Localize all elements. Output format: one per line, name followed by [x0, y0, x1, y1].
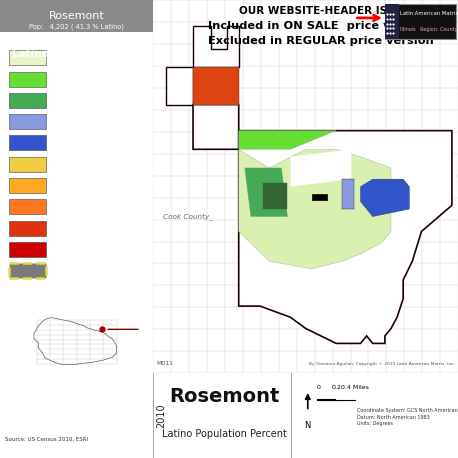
Text: Coordinate System: GCS North American 1983
Datum: North American 1983
Units: Deg: Coordinate System: GCS North American 19… — [357, 408, 458, 426]
Text: 0% - 10%: 0% - 10% — [54, 53, 92, 62]
Text: 60.1% - 70%: 60.1% - 70% — [54, 181, 105, 190]
Text: Source: US Census 2010, ESRI: Source: US Census 2010, ESRI — [5, 437, 87, 442]
Text: 2010: 2010 — [157, 403, 167, 428]
Text: Source: US Census 2010, ESRI: Source: US Census 2010, ESRI — [32, 360, 121, 365]
Polygon shape — [239, 131, 336, 149]
Text: Rosemont: Rosemont — [169, 387, 279, 407]
Text: 90.1% - 100%: 90.1% - 100% — [54, 245, 110, 254]
Bar — [385, 4, 457, 39]
Text: 30.1% - 40%: 30.1% - 40% — [54, 117, 104, 126]
Polygon shape — [193, 26, 239, 67]
Text: County Line: County Line — [54, 266, 101, 275]
Text: Cook County_: Cook County_ — [163, 213, 213, 220]
Text: N: N — [305, 421, 311, 431]
Text: Census Blocks: Census Blocks — [12, 39, 96, 49]
Text: Latino Population Percent: Latino Population Percent — [162, 429, 287, 439]
Text: Pop:   4,202 ( 41.3 % Latino): Pop: 4,202 ( 41.3 % Latino) — [29, 24, 124, 30]
Polygon shape — [193, 104, 452, 344]
Bar — [9, 221, 46, 235]
Bar — [9, 114, 46, 129]
Bar — [9, 178, 46, 193]
Text: OUR WEBSITE-HEADER IS:: OUR WEBSITE-HEADER IS: — [239, 5, 391, 16]
Text: M011: M011 — [157, 361, 174, 366]
Polygon shape — [34, 318, 117, 365]
Text: 20.1% - 30%: 20.1% - 30% — [54, 96, 105, 105]
Polygon shape — [342, 179, 354, 209]
Text: ILLINOIS COUNTIES: ILLINOIS COUNTIES — [42, 310, 111, 316]
Bar — [9, 157, 46, 172]
Bar — [9, 71, 46, 87]
Text: By Onésimo Aguilón. Copyright © 2013 Latin American Matrix, Inc.: By Onésimo Aguilón. Copyright © 2013 Lat… — [309, 362, 455, 366]
Polygon shape — [239, 149, 391, 269]
Polygon shape — [245, 168, 288, 217]
Text: 40.1% - 50%: 40.1% - 50% — [54, 138, 105, 147]
Text: 70.1% - 80%: 70.1% - 80% — [54, 202, 105, 211]
Bar — [9, 242, 46, 257]
Text: Included in ON SALE  price version: Included in ON SALE price version — [208, 21, 431, 31]
Polygon shape — [193, 67, 239, 104]
Text: Latino Population: Latino Population — [12, 49, 117, 59]
Bar — [0, 0, 153, 32]
Text: Excluded in REGULAR price version: Excluded in REGULAR price version — [208, 36, 434, 46]
Bar — [9, 93, 46, 108]
Bar — [9, 136, 46, 150]
Bar — [385, 4, 398, 39]
Text: Latin American Matrix.org: Latin American Matrix.org — [400, 11, 458, 16]
Text: 80.1% - 90%: 80.1% - 90% — [54, 224, 105, 233]
Polygon shape — [360, 179, 409, 217]
Text: Rosemont: Rosemont — [49, 11, 104, 21]
Bar — [312, 195, 327, 201]
Polygon shape — [166, 67, 193, 104]
Text: 10.1% - 20%: 10.1% - 20% — [54, 75, 105, 84]
Bar — [9, 199, 46, 214]
Polygon shape — [290, 149, 351, 187]
Bar — [9, 263, 46, 278]
Text: Illinois   Region: County +: Illinois Region: County + — [400, 27, 458, 32]
Text: 0.2: 0.2 — [332, 385, 342, 390]
Text: 50.1% - 60%: 50.1% - 60% — [54, 160, 105, 169]
Text: 0.4 Miles: 0.4 Miles — [341, 385, 369, 390]
Bar — [9, 50, 46, 65]
Polygon shape — [263, 183, 288, 209]
Text: 0: 0 — [316, 385, 320, 390]
